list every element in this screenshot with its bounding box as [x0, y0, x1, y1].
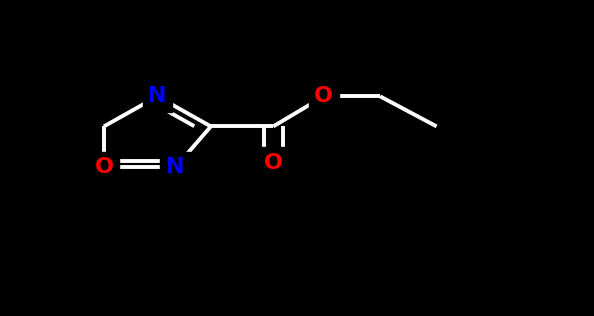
Text: O: O	[264, 153, 283, 173]
Text: N: N	[148, 86, 167, 106]
Text: O: O	[314, 86, 333, 106]
Text: N: N	[166, 157, 185, 178]
Text: O: O	[94, 157, 113, 178]
